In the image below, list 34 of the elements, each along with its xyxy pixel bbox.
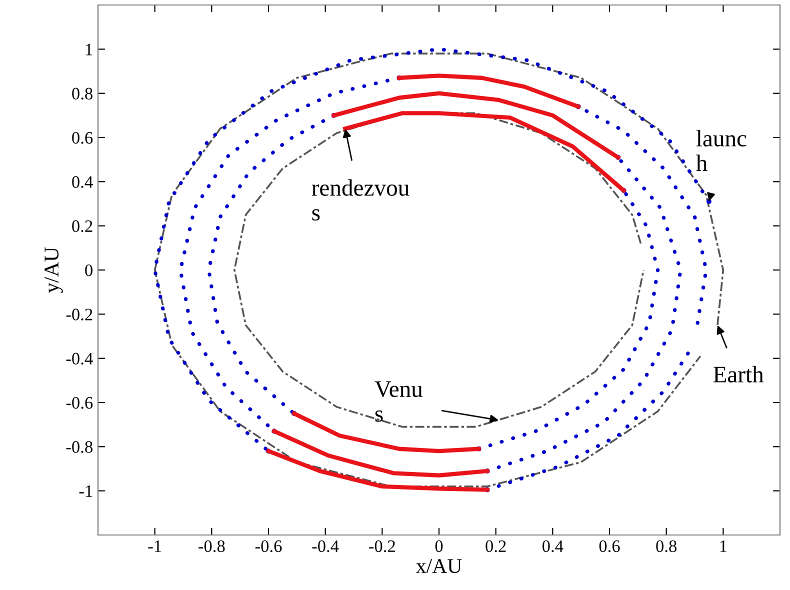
x-tick-label: -0.4 [312, 540, 339, 552]
line-series [397, 74, 580, 109]
annotation: Earth [713, 366, 764, 383]
line-series [292, 411, 481, 454]
annotation: Venu s [374, 381, 423, 422]
y-tick-label: 0.6 [72, 132, 93, 144]
x-axis-title: x/AU [416, 559, 462, 574]
y-tick-label: -0.4 [66, 352, 93, 365]
x-tick-label: 0.4 [542, 540, 564, 552]
y-tick-label: -1 [79, 485, 92, 497]
line-series [332, 91, 620, 160]
line-series [266, 449, 490, 492]
annotation: rendezvou s [312, 179, 410, 221]
y-tick-label: 0.4 [72, 176, 93, 188]
x-tick-label: 0.6 [599, 540, 620, 552]
x-tick-label: 0 [435, 540, 443, 552]
y-tick-label: 0 [85, 264, 92, 276]
y-tick-label: -0.8 [66, 441, 92, 453]
x-tick-label: -0.2 [369, 540, 395, 552]
x-tick-label: -0.8 [198, 540, 225, 552]
x-tick-label: -1 [148, 540, 162, 552]
line-series [272, 429, 490, 478]
x-tick-label: 0.2 [486, 540, 506, 552]
y-tick-label: 0.8 [72, 88, 92, 100]
y-tick-label: 0.2 [72, 220, 92, 232]
y-axis-title: y/AU [44, 247, 63, 293]
x-tick-label: 0.8 [656, 540, 677, 552]
y-tick-label: -0.2 [66, 308, 92, 320]
x-tick-label: -0.6 [255, 540, 282, 552]
y-tick-label: 1 [86, 44, 92, 56]
x-tick-label: 1 [720, 540, 726, 552]
line-series [233, 112, 645, 428]
y-tick-label: -0.6 [66, 396, 93, 409]
annotation: launc h [696, 130, 746, 171]
